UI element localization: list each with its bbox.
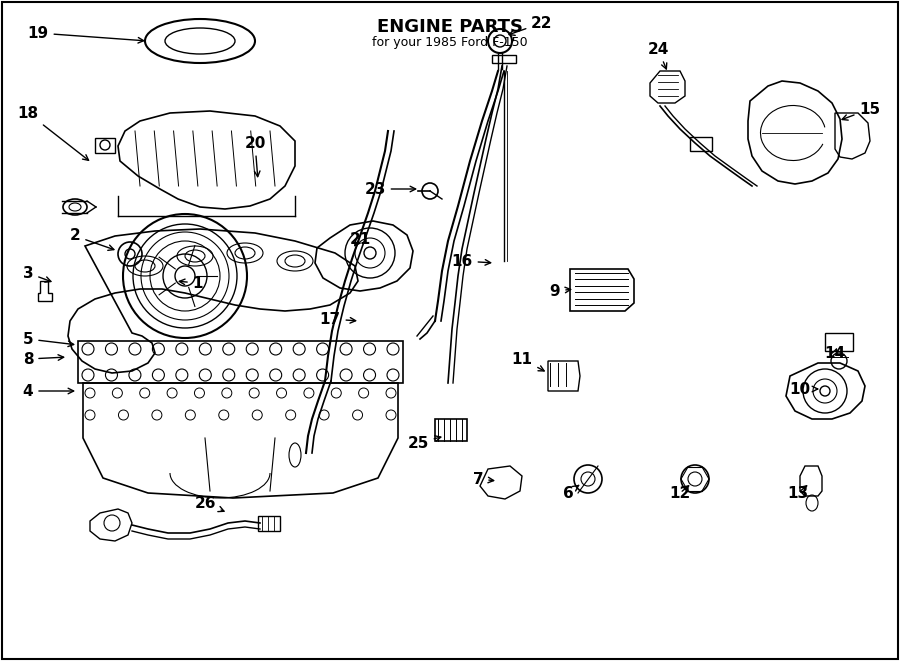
Text: 13: 13 <box>788 485 808 500</box>
Text: 18: 18 <box>17 106 88 161</box>
Text: 4: 4 <box>22 383 74 399</box>
Text: 15: 15 <box>842 102 880 120</box>
Text: 25: 25 <box>408 436 441 451</box>
Text: 19: 19 <box>27 26 144 43</box>
Text: 10: 10 <box>789 381 818 397</box>
Bar <box>492 55 516 63</box>
Text: 24: 24 <box>647 42 669 69</box>
Bar <box>435 419 467 441</box>
Text: 16: 16 <box>452 254 491 268</box>
Text: 7: 7 <box>472 471 494 486</box>
Text: 9: 9 <box>550 284 571 299</box>
Text: 2: 2 <box>69 229 114 251</box>
Text: 8: 8 <box>22 352 64 366</box>
Text: 3: 3 <box>22 266 51 282</box>
Text: 26: 26 <box>194 496 224 512</box>
Text: 22: 22 <box>509 15 553 35</box>
Text: 17: 17 <box>320 311 356 327</box>
Text: ENGINE PARTS: ENGINE PARTS <box>377 18 523 36</box>
Text: 14: 14 <box>824 346 846 360</box>
Text: 5: 5 <box>22 332 74 346</box>
Bar <box>690 137 712 151</box>
Bar <box>258 516 280 531</box>
Text: 20: 20 <box>244 136 266 176</box>
Text: 11: 11 <box>511 352 544 371</box>
Text: 23: 23 <box>364 182 416 196</box>
Bar <box>95 138 115 153</box>
Text: 21: 21 <box>349 231 371 247</box>
Text: 6: 6 <box>562 485 579 500</box>
Text: 1: 1 <box>179 276 203 290</box>
Text: for your 1985 Ford F-150: for your 1985 Ford F-150 <box>373 36 527 49</box>
Text: 12: 12 <box>670 485 690 500</box>
Bar <box>825 333 853 351</box>
